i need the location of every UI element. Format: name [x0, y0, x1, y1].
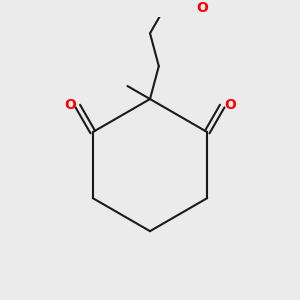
- Text: O: O: [196, 1, 208, 15]
- Text: O: O: [224, 98, 236, 112]
- Text: O: O: [64, 98, 76, 112]
